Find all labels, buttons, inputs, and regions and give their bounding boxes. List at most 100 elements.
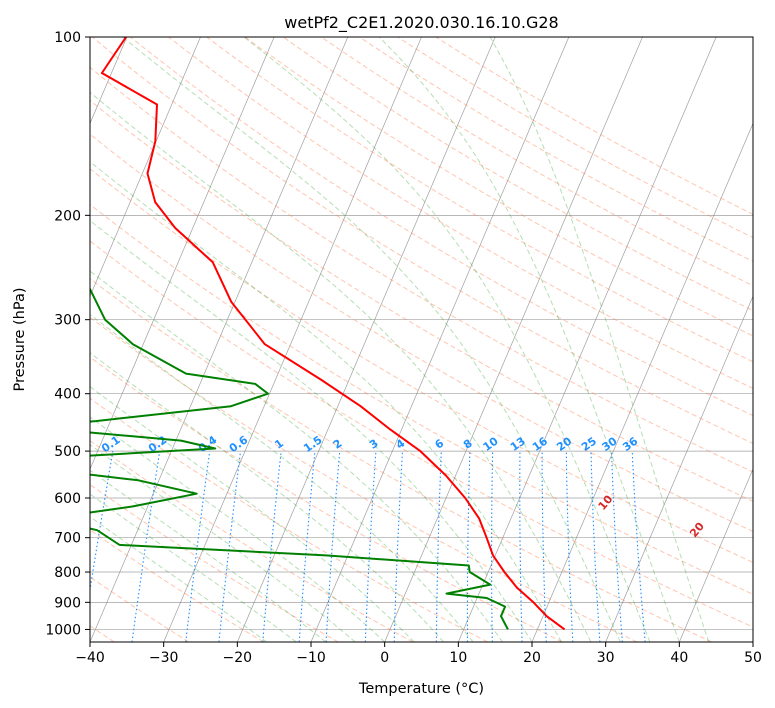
y-tick-label: 800 — [54, 565, 81, 581]
mixing-ratio-label: 0.6 — [227, 433, 251, 455]
dry-adiabat-line — [90, 278, 712, 642]
moist-adiabat-line — [90, 386, 415, 642]
moist-adiabats — [90, 37, 710, 642]
y-tick-label: 200 — [54, 208, 81, 224]
dry-adiabats — [90, 37, 753, 642]
moist-adiabat-line — [90, 270, 503, 642]
plot-frame — [89, 36, 754, 643]
x-tick-label: 40 — [670, 650, 688, 666]
moist-adiabat-line — [90, 313, 474, 642]
dry-adiabat-line — [90, 356, 563, 642]
isotherm-line — [679, 468, 753, 642]
y-tick-label: 700 — [54, 531, 81, 547]
mixing-ratio-label: 6 — [432, 437, 446, 452]
x-tick-label: 0 — [380, 650, 389, 666]
x-axis-label: Temperature (°C) — [358, 681, 484, 697]
mixing-ratio-line — [466, 451, 471, 642]
dry-adiabat-line — [282, 37, 753, 312]
y-tick-label: 400 — [54, 387, 81, 403]
profile-lines — [90, 37, 566, 631]
isotherm-line — [90, 37, 201, 298]
dry-adiabat-line — [90, 66, 753, 473]
mixing-ratio-label: 2 — [331, 437, 345, 452]
moist-adiabat-line — [122, 37, 621, 642]
dry-adiabat-line — [90, 483, 339, 642]
isotherm-line — [163, 37, 422, 642]
mixing-ratio-line — [218, 451, 242, 642]
dry-adiabat-line — [91, 37, 753, 445]
mixing-ratio-line — [590, 451, 601, 642]
y-tick-label: 500 — [54, 444, 81, 460]
moist-adiabat-line — [90, 161, 562, 642]
dry-adiabat-line — [90, 240, 753, 628]
mixing-ratio-label: 1.5 — [301, 433, 324, 455]
mixing-ratio-line — [364, 451, 377, 642]
isobar-grid — [90, 37, 753, 630]
mixing-ratio-line — [185, 451, 211, 642]
moist-adiabat-label: 20 — [687, 520, 707, 540]
moist-adiabat-line — [90, 444, 356, 642]
isotherm-line — [310, 37, 570, 642]
dry-adiabat-line — [435, 37, 753, 215]
x-tick-label: −20 — [223, 650, 253, 666]
isotherm-line — [90, 37, 349, 642]
dry-adiabat-line — [90, 168, 753, 563]
isotherm-line — [237, 37, 496, 642]
x-tick-label: 10 — [449, 650, 467, 666]
dry-adiabat-line — [90, 529, 264, 642]
isotherm-line — [605, 295, 753, 642]
dry-adiabat-line — [90, 203, 753, 595]
mixing-ratio-line — [435, 451, 442, 642]
moist-adiabat-line — [90, 91, 592, 642]
dry-adiabat-line — [359, 37, 753, 262]
moist-adiabat-line — [90, 220, 533, 642]
mixing-ratio-line — [298, 451, 316, 642]
temperature-profile-line — [100, 37, 566, 631]
plot-area: 0.10.20.40.611.52346810131620253036-100-… — [75, 37, 753, 642]
isotherm-line — [384, 37, 643, 642]
x-tick-label: −10 — [296, 650, 326, 666]
dry-adiabat-line — [130, 37, 753, 417]
x-tick-label: −30 — [149, 650, 179, 666]
dry-adiabat-line — [90, 316, 638, 642]
dry-adiabat-line — [90, 440, 414, 642]
y-tick-label: 600 — [54, 491, 81, 507]
isotherm-line — [458, 37, 717, 642]
dry-adiabat-line — [90, 99, 753, 502]
mixing-ratio-line — [90, 451, 114, 594]
moist-adiabat-line — [90, 469, 327, 642]
moist-adiabat-line — [378, 37, 680, 642]
isotherm-line — [752, 641, 753, 642]
y-tick-label: 300 — [54, 313, 81, 329]
dry-adiabat-label: 0 — [75, 427, 90, 441]
y-tick-label: 100 — [54, 30, 81, 46]
moist-adiabat-line — [489, 37, 710, 642]
mixing-ratio-line — [631, 451, 646, 642]
dry-adiabat-line — [244, 37, 753, 337]
mixing-ratio-label: 3 — [367, 437, 381, 452]
mixing-ratio-label: 0.1 — [99, 433, 122, 455]
y-tick-label: 1000 — [45, 622, 81, 638]
moist-adiabat-line — [90, 352, 444, 642]
dewpoint-profile-line — [90, 286, 509, 630]
chart-title: wetPf2_C2E1.2020.030.16.10.G28 — [284, 13, 558, 33]
mixing-ratio-label: 4 — [394, 437, 408, 452]
isotherm-line — [531, 122, 753, 642]
mixing-ratio-label: 8 — [461, 437, 475, 452]
x-tick-label: −40 — [75, 650, 105, 666]
isotherm-grid — [90, 37, 753, 642]
dry-adiabat-line — [320, 37, 753, 287]
y-tick-label: 900 — [54, 595, 81, 611]
dry-adiabat-line — [206, 37, 753, 363]
y-axis-label: Pressure (hPa) — [12, 287, 28, 391]
moist-adiabat-line — [90, 516, 268, 642]
dry-adiabat-line — [90, 576, 190, 642]
axes: −40 −30 −20 −10 0 10 20 30 40 5010020030040050060… — [45, 30, 762, 666]
dry-adiabat-line — [90, 133, 753, 533]
mixing-ratio-line — [490, 451, 494, 642]
x-tick-label: 50 — [744, 650, 762, 666]
x-tick-label: 30 — [597, 650, 615, 666]
x-tick-label: 20 — [523, 650, 541, 666]
isotherm-line — [90, 37, 275, 471]
